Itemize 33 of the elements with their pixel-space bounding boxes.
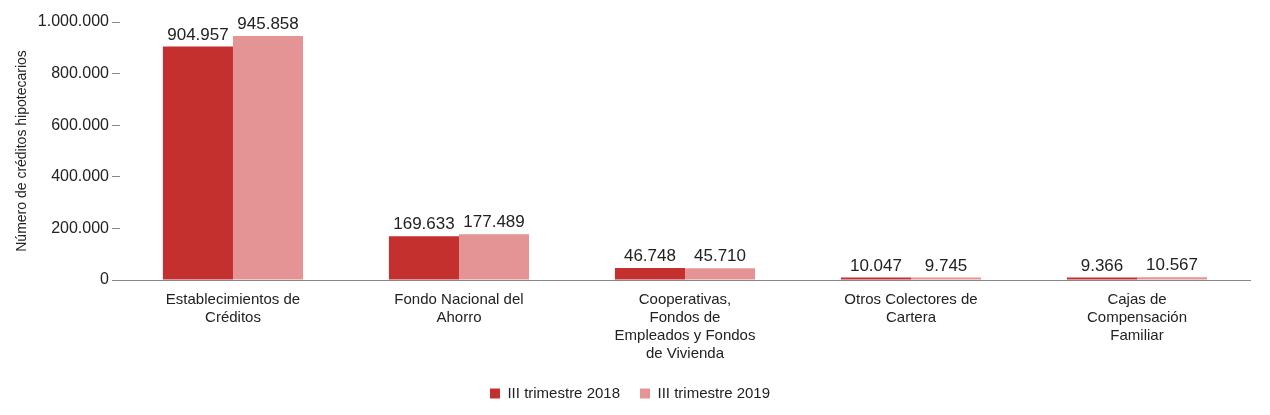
data-label: 9.366 [1080,255,1124,275]
bar [684,268,756,280]
data-label: 45.710 [694,246,747,266]
data-label: 46.748 [623,246,676,266]
y-tick-label: 0 [100,270,110,288]
bar [232,35,304,280]
data-label: 904.957 [167,24,229,44]
y-axis-title: Número de créditos hipotecarios [13,50,30,252]
x-tick-label: Establecimientos de Créditos [165,290,301,326]
bar [162,46,233,280]
x-tick-label: Otros Colectores de Cartera [844,290,978,326]
bar [1137,277,1208,280]
x-tick-label: Cooperativas, Fondos de Empleados y Fondos de Vivienda [614,290,756,362]
legend-label: III trimestre 2019 [657,383,771,401]
bar [614,267,685,280]
bar [388,236,459,280]
x-tick-label: Fondo Nacional del Ahorro [394,290,524,326]
legend-label: III trimestre 2018 [507,383,620,401]
data-label: 10.567 [1146,255,1199,275]
bar [840,277,911,280]
y-tick-label: 800.000 [51,64,110,82]
bar [458,234,530,280]
bar [910,277,982,280]
y-tick-label: 400.000 [51,167,110,185]
x-tick-label: Cajas de Compensación Familiar [1086,290,1188,344]
y-tick-label: 600.000 [51,115,110,133]
data-label: 10.047 [849,255,902,275]
y-tick-label: 1.000.000 [37,12,110,30]
y-tick-label: 200.000 [51,218,110,236]
data-label: 177.489 [463,212,525,232]
data-label: 945.858 [237,14,299,34]
data-label: 9.745 [924,255,968,275]
data-label: 169.633 [393,214,455,234]
